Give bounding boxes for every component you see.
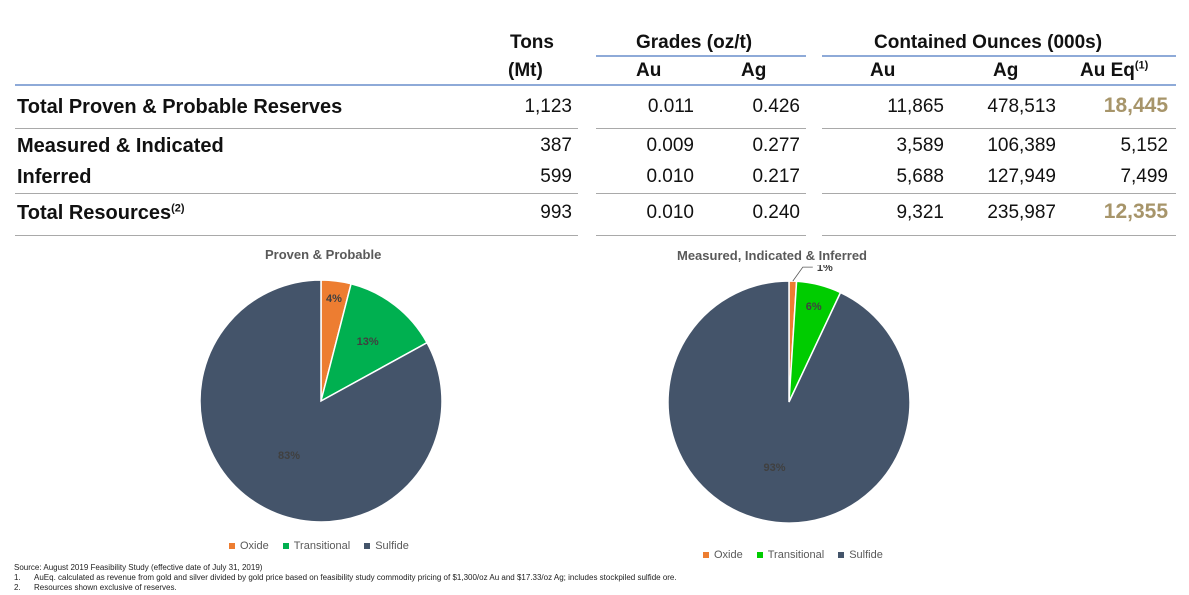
cell-grade-ag: 0.240 <box>752 202 800 223</box>
legend-item-sulfide: Sulfide <box>364 540 409 552</box>
row-label-measured-indicated: Measured & Indicated <box>17 135 224 158</box>
legend-proven-probable: Oxide Transitional Sulfide <box>229 540 409 552</box>
cell-grade-au: 0.010 <box>646 202 694 223</box>
header-contained: Contained Ounces (000s) <box>874 32 1103 53</box>
row-label-total-resources: Total Resources(2) <box>17 202 185 225</box>
cell-oz-aueq: 5,152 <box>1120 135 1168 156</box>
header-tons-line2: (Mt) <box>508 60 543 81</box>
footnote-2: 2. Resources shown exclusive of reserves. <box>14 583 177 592</box>
row-footnote-marker: (2) <box>171 202 185 215</box>
header-grades: Grades (oz/t) <box>636 32 753 53</box>
chart-title-measured-indicated-inferred: Measured, Indicated & Inferred <box>677 248 867 263</box>
footnote-1: 1. AuEq. calculated as revenue from gold … <box>14 573 677 582</box>
legend-item-sulfide: Sulfide <box>838 549 883 561</box>
legend-item-oxide: Oxide <box>703 549 743 561</box>
cell-oz-aueq-highlight: 18,445 <box>1103 94 1168 117</box>
header-contained-au: Au <box>870 60 896 81</box>
row-label-text: Total Proven & Probable Reserves <box>17 96 343 118</box>
cell-tons: 993 <box>540 202 572 223</box>
legend-item-transitional: Transitional <box>282 540 351 552</box>
cell-oz-ag: 235,987 <box>987 202 1056 223</box>
pie-slice-sulfide <box>667 280 911 524</box>
header-tons-line1: Tons <box>510 32 554 53</box>
cell-grade-au: 0.010 <box>646 166 694 187</box>
footnote-number: 1. <box>14 573 21 582</box>
cell-oz-au: 5,688 <box>896 166 944 187</box>
chart-title-proven-probable: Proven & Probable <box>265 247 382 262</box>
cell-grade-au: 0.009 <box>646 135 694 156</box>
data-label-sulfide: 83% <box>278 450 300 462</box>
data-label-oxide: 1% <box>817 265 833 274</box>
row-rule <box>15 193 578 194</box>
row-rule <box>596 235 806 236</box>
footnote-number: 2. <box>14 583 21 592</box>
row-rule <box>822 193 1176 194</box>
cell-oz-au: 3,589 <box>896 135 944 156</box>
contained-header-rule <box>822 55 1176 57</box>
row-rule <box>822 235 1176 236</box>
row-rule <box>15 235 578 236</box>
legend-label: Transitional <box>767 549 825 561</box>
data-label-transitional: 13% <box>357 336 379 348</box>
header-aueq-footnote: (1) <box>1134 59 1149 72</box>
pie-chart-proven-probable: 4% 13% 83% <box>199 279 443 523</box>
pie-slice-sulfide <box>199 279 443 523</box>
cell-oz-au: 11,865 <box>887 96 944 117</box>
legend-label: Oxide <box>714 549 743 561</box>
row-rule <box>596 193 806 194</box>
legend-label: Oxide <box>240 540 269 552</box>
cell-grade-ag: 0.426 <box>752 96 800 117</box>
grades-header-rule <box>596 55 806 57</box>
cell-tons: 387 <box>540 135 572 156</box>
cell-oz-ag: 127,949 <box>987 166 1056 187</box>
header-aueq-label: Au Eq <box>1080 60 1135 81</box>
pie-chart-measured-indicated-inferred: 1% 6% 93% <box>667 265 911 524</box>
row-rule <box>15 128 578 129</box>
legend-label: Transitional <box>293 540 351 552</box>
leader-line <box>792 266 813 282</box>
legend-item-transitional: Transitional <box>756 549 825 561</box>
header-grades-ag: Ag <box>741 60 767 81</box>
data-label-transitional: 6% <box>806 301 822 313</box>
cell-grade-ag: 0.217 <box>752 166 800 187</box>
legend-label: Sulfide <box>849 549 883 561</box>
cell-tons: 599 <box>540 166 572 187</box>
footnote-text: Resources shown exclusive of reserves. <box>34 583 177 592</box>
cell-oz-aueq: 7,499 <box>1120 166 1168 187</box>
row-label-text: Total Resources <box>17 202 172 224</box>
cell-oz-ag: 106,389 <box>987 135 1056 156</box>
cell-grade-ag: 0.277 <box>752 135 800 156</box>
cell-oz-au: 9,321 <box>896 202 944 223</box>
header-grades-au: Au <box>636 60 662 81</box>
data-label-sulfide: 93% <box>763 462 785 474</box>
row-rule <box>822 128 1176 129</box>
row-rule <box>596 128 806 129</box>
pie-slice-transitional <box>319 282 429 403</box>
legend-label: Sulfide <box>375 540 409 552</box>
row-label-text: Measured & Indicated <box>17 135 224 157</box>
legend-item-oxide: Oxide <box>229 540 269 552</box>
cell-oz-aueq-highlight: 12,355 <box>1103 200 1168 223</box>
cell-grade-au: 0.011 <box>647 96 694 117</box>
legend-measured-indicated-inferred: Oxide Transitional Sulfide <box>703 549 883 561</box>
table-header-rule <box>15 84 1176 86</box>
footnote-source: Source: August 2019 Feasibility Study (e… <box>14 563 263 572</box>
header-contained-aueq: Au Eq(1) <box>1080 60 1148 82</box>
data-label-oxide: 4% <box>326 293 342 305</box>
header-contained-ag: Ag <box>993 60 1019 81</box>
row-label-reserves: Total Proven & Probable Reserves <box>17 96 342 119</box>
footnote-text: AuEq. calculated as revenue from gold an… <box>34 573 677 582</box>
row-label-text: Inferred <box>17 166 92 188</box>
cell-tons: 1,123 <box>524 96 572 117</box>
row-label-inferred: Inferred <box>17 166 91 189</box>
cell-oz-ag: 478,513 <box>987 96 1056 117</box>
